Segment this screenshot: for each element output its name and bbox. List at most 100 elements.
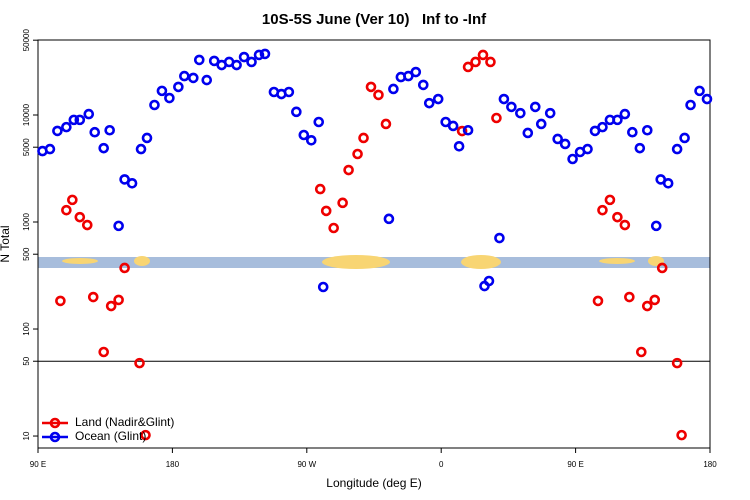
y-tick-label: 500 xyxy=(22,247,31,261)
point xyxy=(417,79,429,91)
point xyxy=(679,132,690,144)
point xyxy=(423,97,435,109)
point xyxy=(612,114,623,126)
point xyxy=(650,220,662,232)
point xyxy=(74,114,86,126)
point xyxy=(135,143,147,155)
y-axis-label: N Total xyxy=(0,225,12,262)
point xyxy=(456,125,468,137)
point xyxy=(506,101,517,113)
point xyxy=(113,220,124,232)
point xyxy=(188,72,199,84)
point xyxy=(592,295,604,307)
point xyxy=(544,107,556,119)
point xyxy=(477,49,489,61)
x-tick-label: 180 xyxy=(703,460,717,469)
legend-marker xyxy=(49,431,61,443)
point xyxy=(328,222,339,234)
point xyxy=(55,295,66,307)
point xyxy=(597,204,608,216)
point xyxy=(567,153,578,165)
point xyxy=(604,194,616,206)
point xyxy=(141,132,153,144)
point xyxy=(314,183,326,195)
point xyxy=(453,140,465,152)
point xyxy=(582,143,593,155)
point xyxy=(173,81,184,93)
point xyxy=(68,114,80,126)
point xyxy=(231,59,242,71)
point xyxy=(671,357,683,369)
legend-marker xyxy=(49,417,61,429)
point xyxy=(98,142,110,154)
x-tick-label: 90 W xyxy=(297,460,316,469)
point xyxy=(61,204,72,216)
y-tick-label: 50 xyxy=(22,356,31,365)
point xyxy=(259,48,271,60)
point xyxy=(140,429,151,441)
x-tick-label: 90 E xyxy=(567,460,583,469)
point xyxy=(671,143,683,155)
point xyxy=(491,112,502,124)
point xyxy=(44,143,56,155)
point xyxy=(291,106,302,118)
point xyxy=(317,281,329,293)
point xyxy=(164,92,175,104)
point xyxy=(612,211,623,223)
point xyxy=(662,177,674,189)
point xyxy=(403,70,414,82)
point xyxy=(104,124,115,136)
point xyxy=(87,291,99,303)
point xyxy=(388,83,399,95)
point xyxy=(246,56,257,68)
point xyxy=(337,197,348,209)
point xyxy=(343,164,354,176)
x-tick-label: 180 xyxy=(166,460,180,469)
point xyxy=(193,54,205,66)
point xyxy=(529,101,541,113)
y-tick-label: 100 xyxy=(22,322,31,336)
point xyxy=(634,142,646,154)
point xyxy=(52,125,63,137)
point xyxy=(383,213,395,225)
y-tick-label: 10000 xyxy=(22,103,31,126)
point xyxy=(81,219,93,231)
point xyxy=(98,346,110,358)
point xyxy=(447,120,459,132)
point xyxy=(352,148,363,160)
point xyxy=(74,211,86,223)
point xyxy=(462,61,474,73)
point xyxy=(320,205,332,217)
point xyxy=(149,99,160,111)
y-tick-label: 5000 xyxy=(22,138,31,156)
chart-title: 10S-5S June (Ver 10) Inf to -Inf xyxy=(262,11,487,28)
point xyxy=(67,194,78,206)
point xyxy=(61,121,72,133)
point xyxy=(515,107,526,119)
point xyxy=(83,108,95,120)
point xyxy=(126,177,138,189)
point xyxy=(619,108,631,120)
point xyxy=(373,89,384,101)
point xyxy=(685,99,696,111)
point xyxy=(89,126,101,138)
point xyxy=(238,51,250,63)
point xyxy=(283,86,295,98)
point xyxy=(619,219,631,231)
x-tick-label: 90 E xyxy=(30,460,46,469)
point xyxy=(649,294,661,306)
x-tick-label: 0 xyxy=(439,460,444,469)
y-tick-label: 10 xyxy=(22,431,31,440)
point xyxy=(365,81,377,93)
point xyxy=(105,300,117,312)
point xyxy=(559,138,571,150)
point xyxy=(641,300,653,312)
point xyxy=(470,56,481,68)
point xyxy=(134,357,145,369)
point xyxy=(701,93,713,105)
point xyxy=(305,135,317,146)
plot-frame xyxy=(37,39,711,449)
point xyxy=(498,93,510,105)
y-tick-label: 1000 xyxy=(22,213,31,231)
